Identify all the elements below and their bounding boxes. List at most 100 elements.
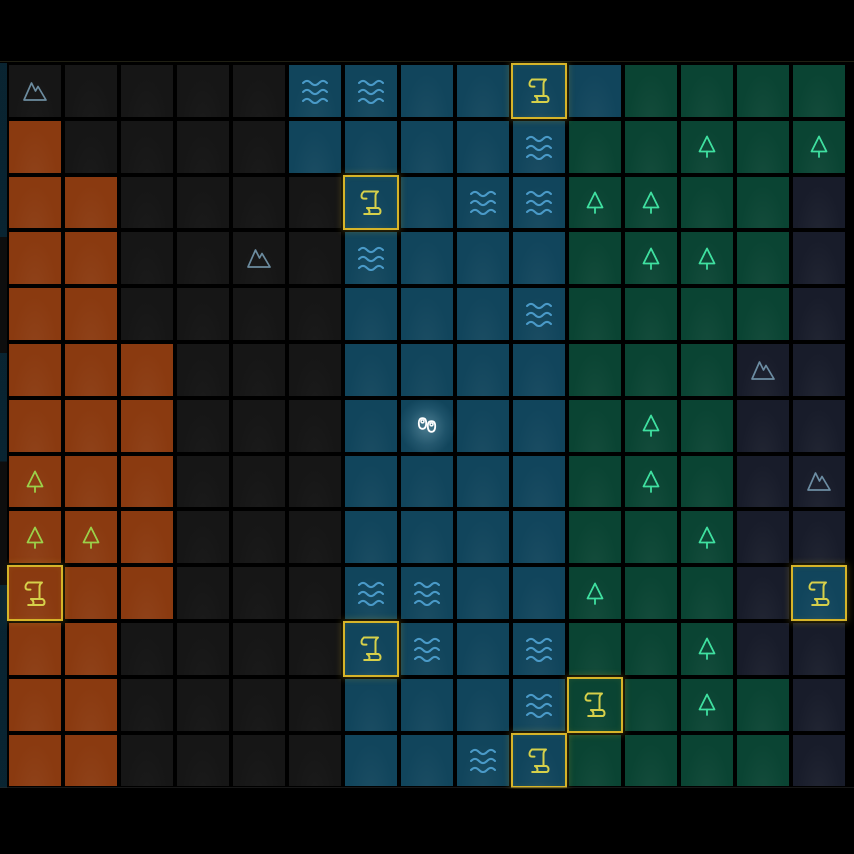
map-tile[interactable] [119,732,175,789]
map-tile[interactable] [511,230,567,287]
map-tile[interactable] [623,676,679,733]
map-tile[interactable] [679,397,735,454]
map-tile[interactable] [511,118,567,175]
map-tile[interactable] [791,453,847,510]
map-viewport[interactable] [0,61,854,789]
map-tile[interactable] [63,676,119,733]
map-tile[interactable] [791,341,847,398]
map-tile[interactable] [175,174,231,231]
map-tile[interactable] [735,509,791,566]
map-tile[interactable] [63,453,119,510]
map-tile[interactable] [231,397,287,454]
map-tile[interactable] [679,63,735,119]
map-tile[interactable] [175,509,231,566]
map-tile[interactable] [567,565,623,621]
map-tile[interactable] [455,397,511,454]
map-tile[interactable] [231,341,287,398]
scroll-icon[interactable] [583,690,607,719]
map-tile[interactable] [455,118,511,175]
map-tile[interactable] [343,341,399,398]
map-tile[interactable] [343,286,399,342]
map-tile[interactable] [791,732,847,789]
map-tile[interactable] [455,230,511,287]
map-tile[interactable] [175,341,231,398]
map-tile[interactable] [791,118,847,175]
map-tile[interactable] [343,397,399,454]
map-tile[interactable] [567,676,623,733]
map-tile[interactable] [679,230,735,287]
map-tile[interactable] [63,620,119,677]
map-tile[interactable] [455,453,511,510]
map-tile[interactable] [511,397,567,454]
map-tile[interactable] [63,397,119,454]
map-tile[interactable] [623,63,679,119]
map-tile[interactable] [119,676,175,733]
map-tile[interactable] [567,118,623,175]
map-tile[interactable] [287,732,343,789]
map-tile[interactable] [679,174,735,231]
map-tile[interactable] [735,620,791,677]
map-tile[interactable] [511,174,567,231]
map-tile[interactable] [231,509,287,566]
scroll-icon[interactable] [359,188,383,217]
map-tile[interactable] [175,732,231,789]
map-tile[interactable] [511,63,567,119]
map-tile[interactable] [735,397,791,454]
map-tile[interactable] [567,732,623,789]
map-tile[interactable] [175,620,231,677]
map-tile[interactable] [343,63,399,119]
map-tile[interactable] [119,509,175,566]
map-tile[interactable] [567,341,623,398]
map-tile[interactable] [511,676,567,733]
map-tile[interactable] [399,118,455,175]
map-tile[interactable] [791,63,847,119]
map-tile[interactable] [679,565,735,621]
map-tile[interactable] [567,230,623,287]
map-tile[interactable] [455,676,511,733]
map-tile[interactable] [175,453,231,510]
map-tile[interactable] [7,230,63,287]
map-tile[interactable] [119,397,175,454]
map-tile[interactable] [679,620,735,677]
map-tile[interactable] [287,509,343,566]
map-tile[interactable] [735,732,791,789]
map-tile[interactable] [119,341,175,398]
map-tile[interactable] [511,341,567,398]
map-tile[interactable] [567,63,623,119]
map-tile[interactable] [287,286,343,342]
map-tile[interactable] [791,676,847,733]
map-tile[interactable] [399,174,455,231]
map-tile[interactable] [7,286,63,342]
map-tile[interactable] [623,565,679,621]
map-tile[interactable] [287,341,343,398]
map-tile[interactable] [399,63,455,119]
map-tile[interactable] [7,341,63,398]
map-tile[interactable] [567,286,623,342]
map-tile[interactable] [287,676,343,733]
map-tile[interactable] [735,286,791,342]
map-tile[interactable] [399,509,455,566]
map-tile[interactable] [567,453,623,510]
map-tile[interactable] [63,341,119,398]
map-tile[interactable] [791,286,847,342]
map-tile[interactable] [63,509,119,566]
map-tile[interactable] [679,732,735,789]
map-tile[interactable] [287,620,343,677]
map-tile[interactable] [7,397,63,454]
map-tile[interactable] [231,732,287,789]
map-tile[interactable] [119,118,175,175]
map-tile[interactable] [7,676,63,733]
map-tile[interactable] [343,230,399,287]
map-tile[interactable] [791,509,847,566]
map-tile[interactable] [567,174,623,231]
map-tile[interactable] [7,118,63,175]
map-tile[interactable] [623,397,679,454]
map-tile[interactable] [735,63,791,119]
map-tile[interactable] [63,174,119,231]
map-tile[interactable] [511,286,567,342]
map-tile[interactable] [399,732,455,789]
map-tile[interactable] [623,341,679,398]
scroll-icon[interactable] [359,634,383,663]
map-tile[interactable] [175,397,231,454]
map-tile[interactable] [287,397,343,454]
